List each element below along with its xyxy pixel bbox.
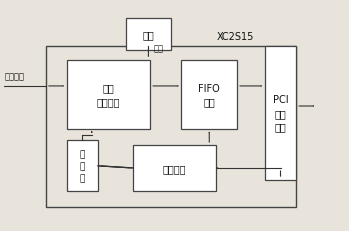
Text: 移相
计数模块: 移相 计数模块 <box>97 83 120 106</box>
Bar <box>133 145 216 191</box>
Bar <box>126 19 171 51</box>
Text: 逻辑控制: 逻辑控制 <box>163 163 186 173</box>
Text: 时钟: 时钟 <box>154 44 164 53</box>
Bar <box>265 47 296 180</box>
Bar <box>67 141 98 191</box>
Bar <box>67 60 150 129</box>
Text: XC2S15: XC2S15 <box>216 32 254 42</box>
Text: 寄
存
器: 寄 存 器 <box>80 150 85 182</box>
Text: FIFO
缓冲: FIFO 缓冲 <box>198 83 220 106</box>
Bar <box>46 47 296 207</box>
Bar <box>181 60 237 129</box>
Text: 晶振: 晶振 <box>142 30 154 40</box>
Text: PCI
总线
接口: PCI 总线 接口 <box>273 95 288 131</box>
Text: 待测信号: 待测信号 <box>4 72 24 81</box>
